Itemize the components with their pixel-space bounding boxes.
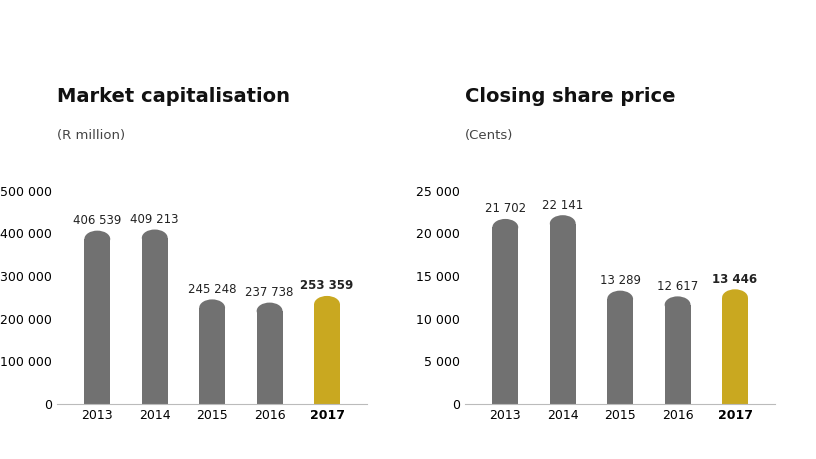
Ellipse shape [314,296,340,313]
Text: (R million): (R million) [57,129,125,142]
Bar [257,311,282,404]
Ellipse shape [722,289,748,306]
Ellipse shape [665,297,690,313]
Ellipse shape [492,219,518,235]
Text: 409 213: 409 213 [131,213,179,226]
Bar [314,304,340,404]
Text: 22 141: 22 141 [542,199,583,212]
Text: Closing share price: Closing share price [465,87,676,106]
Bar [492,227,518,404]
Bar [199,308,225,404]
Text: Market capitalisation: Market capitalisation [57,87,290,106]
Text: 253 359: 253 359 [300,280,353,292]
Text: 21 702: 21 702 [485,202,526,215]
Text: (Cents): (Cents) [465,129,513,142]
Text: 13 289: 13 289 [600,274,641,287]
Ellipse shape [257,302,282,319]
Text: 237 738: 237 738 [246,286,294,299]
Bar [607,299,633,404]
Bar [84,239,110,404]
Ellipse shape [142,230,167,246]
Bar [665,305,690,404]
Text: 245 248: 245 248 [188,283,237,296]
Bar [142,238,167,404]
Text: 12 617: 12 617 [657,280,698,293]
Bar [722,297,748,404]
Ellipse shape [199,299,225,316]
Ellipse shape [550,215,575,232]
Bar [550,224,575,404]
Text: 406 539: 406 539 [73,214,122,227]
Ellipse shape [607,291,633,308]
Ellipse shape [84,230,110,247]
Text: 13 446: 13 446 [712,273,757,285]
